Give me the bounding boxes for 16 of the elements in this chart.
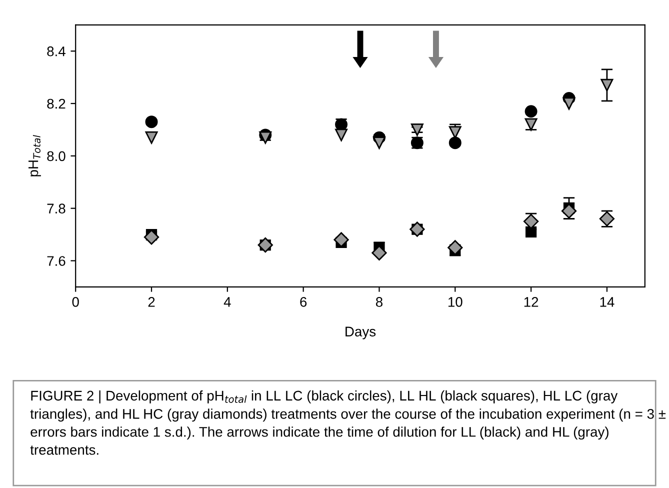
- y-tick-label: 8.2: [47, 98, 66, 109]
- x-tick-label: 0: [72, 297, 79, 307]
- caption: FIGURE 2 | Development of pH$_{total}$ in LL LC (black circles), LL HL (black squares), HL LC (gray triangles), and HL HC (gray diamonds) treatments over the course of the incubation experiment (n = 3 ± errors bars indicate 1 s.d.). The arrows indicate the time of dilution for LL (black) and HL (gray) treatments.: [30, 390, 666, 455]
- x-tick-label: 12: [524, 297, 538, 307]
- y-tick-label: 7.8: [47, 204, 66, 214]
- x-tick-label: 10: [448, 297, 462, 307]
- y-axis-title: pH$_{Total}$: [28, 135, 41, 176]
- x-tick-label: 4: [224, 297, 231, 307]
- y-tick-label: 8.0: [47, 151, 66, 162]
- y-tick-label: 7.6: [47, 256, 66, 266]
- x-tick-label: 8: [376, 297, 382, 307]
- x-tick-label: 2: [148, 297, 155, 307]
- y-tick-label: 8.4: [47, 46, 66, 56]
- x-axis-title: Days: [346, 326, 376, 340]
- x-tick-label: 6: [300, 297, 307, 307]
- x-tick-label: 14: [600, 297, 614, 307]
